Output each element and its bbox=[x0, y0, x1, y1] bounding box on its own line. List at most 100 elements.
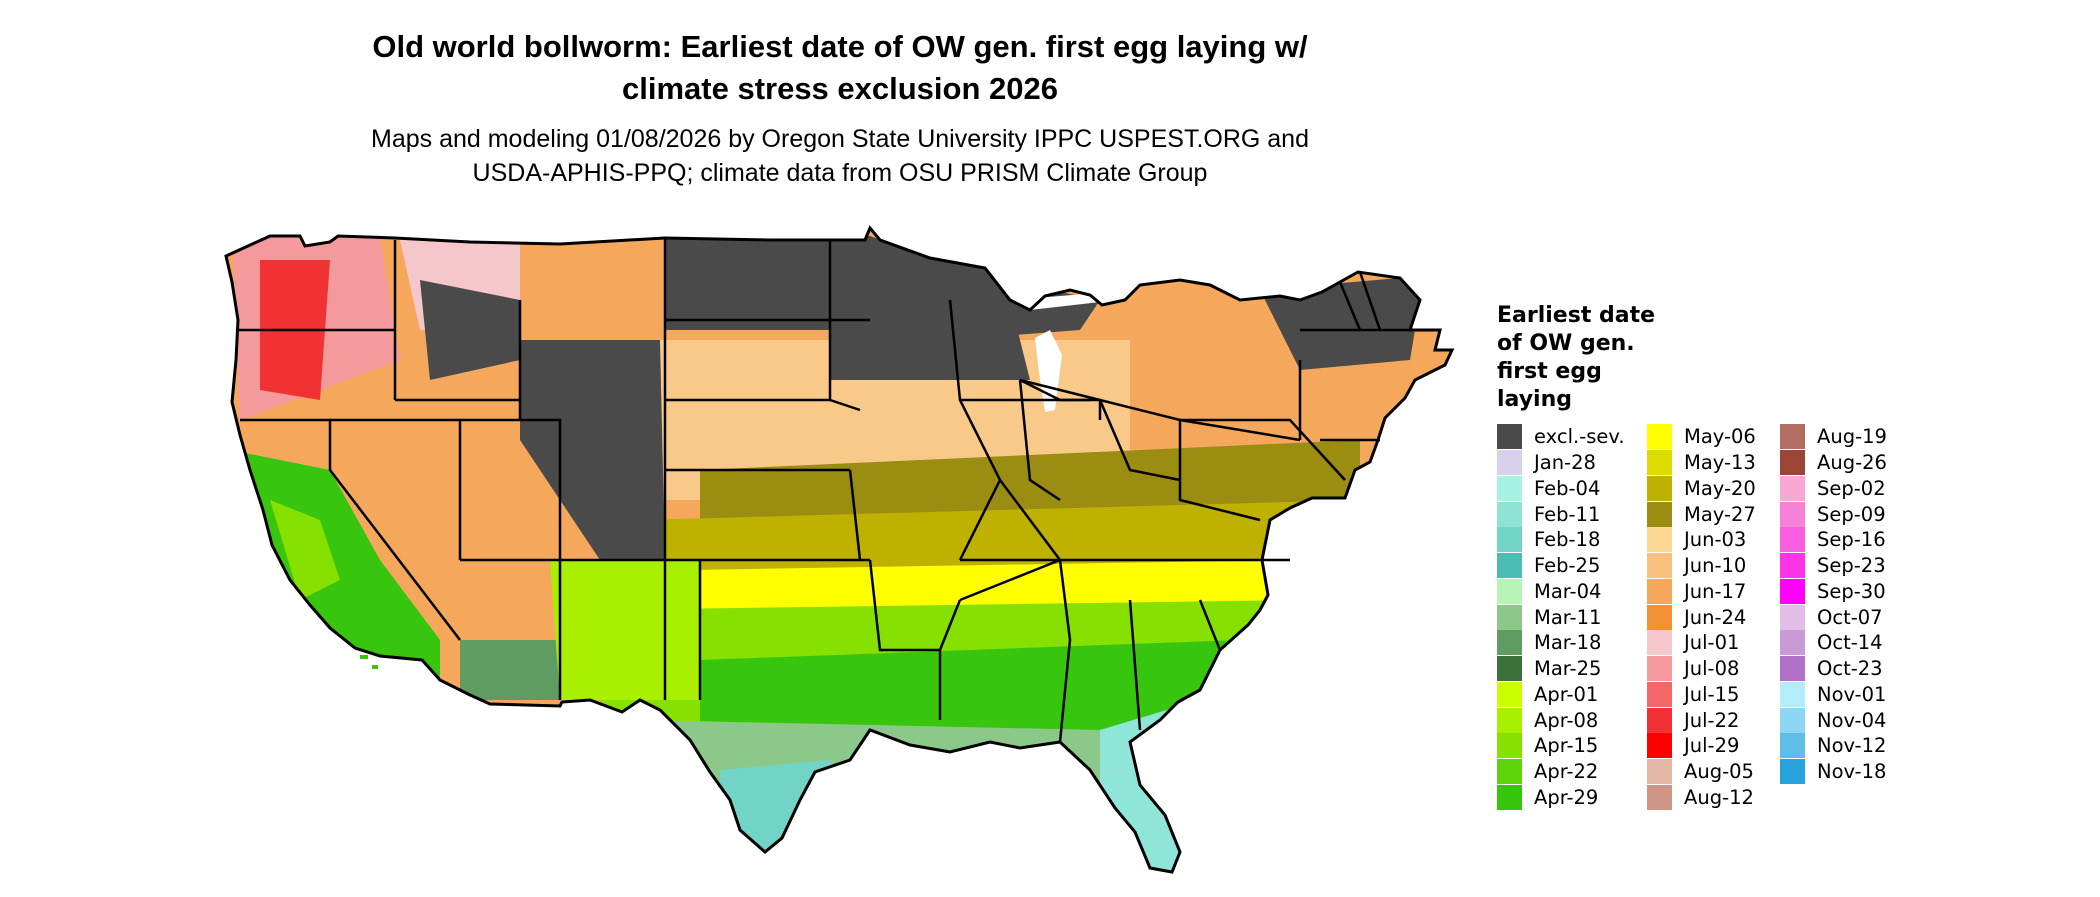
legend-label: May-27 bbox=[1684, 502, 1756, 526]
island-2 bbox=[372, 665, 378, 669]
legend-title-line-3: first egg bbox=[1497, 359, 1602, 384]
legend-item: Jun-17 bbox=[1647, 578, 1756, 605]
legend-swatch bbox=[1780, 604, 1805, 630]
legend-item: Jul-15 bbox=[1647, 681, 1756, 708]
zone-az-mar bbox=[460, 640, 560, 700]
legend-label: Jun-10 bbox=[1684, 554, 1747, 578]
legend-label: Mar-11 bbox=[1534, 605, 1602, 629]
zone-florida-teal bbox=[1100, 700, 1200, 872]
legend-swatch bbox=[1647, 424, 1672, 450]
legend-swatch bbox=[1647, 450, 1672, 476]
legend-swatch bbox=[1497, 553, 1522, 579]
legend-label: Oct-07 bbox=[1817, 605, 1883, 629]
legend-label: Aug-26 bbox=[1817, 451, 1887, 475]
legend-label: Mar-25 bbox=[1534, 657, 1602, 681]
legend-swatch bbox=[1780, 527, 1805, 553]
zone-may-06 bbox=[690, 560, 1290, 630]
legend-swatch bbox=[1647, 759, 1672, 785]
legend-swatch bbox=[1497, 475, 1522, 501]
legend-label: Jul-15 bbox=[1684, 682, 1740, 706]
legend-label: excl.-sev. bbox=[1534, 425, 1625, 449]
legend-swatch bbox=[1780, 501, 1805, 527]
legend-swatch bbox=[1647, 527, 1672, 553]
zone-may-20 bbox=[640, 500, 1360, 590]
legend-item: Apr-22 bbox=[1497, 759, 1625, 785]
legend-label: Sep-30 bbox=[1817, 579, 1886, 603]
legend-label: Aug-12 bbox=[1684, 785, 1754, 809]
zone-az-orange bbox=[440, 560, 640, 700]
legend-item: Mar-04 bbox=[1497, 578, 1625, 605]
legend-item: Feb-11 bbox=[1497, 501, 1625, 527]
legend-item: Apr-01 bbox=[1497, 681, 1625, 708]
legend-swatch bbox=[1497, 604, 1522, 630]
legend-item: Nov-01 bbox=[1780, 681, 1887, 708]
legend-label: Sep-02 bbox=[1817, 476, 1886, 500]
legend-swatch bbox=[1497, 630, 1522, 656]
legend-swatch bbox=[1497, 656, 1522, 682]
legend-swatch bbox=[1497, 733, 1522, 759]
legend-item: Sep-09 bbox=[1780, 501, 1887, 527]
legend-item: Jul-01 bbox=[1647, 630, 1756, 656]
legend-column-2: May-06 May-13 May-20 May-27 Jun-03 Jun-10 Jun-… bbox=[1647, 424, 1756, 810]
legend-title: Earliest date of OW gen. first egg layin… bbox=[1497, 302, 1687, 414]
legend-swatch bbox=[1780, 733, 1805, 759]
zone-apr-15 bbox=[600, 600, 1300, 872]
legend-label: Jul-22 bbox=[1684, 708, 1740, 732]
legend-label: Jul-29 bbox=[1684, 734, 1740, 758]
legend-swatch bbox=[1780, 630, 1805, 656]
legend-label: Sep-23 bbox=[1817, 554, 1886, 578]
zone-excluded-idaho bbox=[420, 280, 520, 380]
legend-label: May-20 bbox=[1684, 476, 1756, 500]
zone-idaho-pink bbox=[400, 240, 520, 330]
legend-swatch bbox=[1647, 656, 1672, 682]
legend-label: Apr-01 bbox=[1534, 682, 1599, 706]
legend-swatch bbox=[1647, 630, 1672, 656]
lake-superior bbox=[1010, 292, 1110, 310]
legend-swatch bbox=[1497, 450, 1522, 476]
legend-label: Jul-08 bbox=[1684, 657, 1740, 681]
legend-item: Jul-29 bbox=[1647, 733, 1756, 759]
legend-swatch bbox=[1497, 578, 1522, 604]
legend-label: Nov-12 bbox=[1817, 734, 1887, 758]
legend-item: Jul-22 bbox=[1647, 707, 1756, 733]
legend-title-line-2: of OW gen. bbox=[1497, 331, 1635, 356]
legend-label: Jan-28 bbox=[1534, 451, 1596, 475]
legend-item: Apr-08 bbox=[1497, 707, 1625, 733]
legend-item: Mar-25 bbox=[1497, 656, 1625, 682]
legend-item: Nov-04 bbox=[1780, 707, 1887, 733]
legend-swatch bbox=[1497, 501, 1522, 527]
legend-item: Sep-02 bbox=[1780, 475, 1887, 502]
legend-item: Jun-24 bbox=[1647, 604, 1756, 630]
legend-label: Nov-04 bbox=[1817, 708, 1887, 732]
legend-label: Apr-08 bbox=[1534, 708, 1599, 732]
legend-label: Feb-25 bbox=[1534, 554, 1601, 578]
legend-label: Jul-01 bbox=[1684, 631, 1740, 655]
legend-swatch bbox=[1647, 475, 1672, 501]
zone-ca-light-green bbox=[270, 500, 340, 600]
zone-nm-green bbox=[550, 560, 700, 700]
legend-item: Oct-14 bbox=[1780, 630, 1887, 656]
legend-item: Apr-29 bbox=[1497, 784, 1625, 811]
legend-label: Feb-11 bbox=[1534, 502, 1601, 526]
legend-item: Feb-04 bbox=[1497, 475, 1625, 502]
legend-swatch bbox=[1780, 759, 1805, 785]
legend-swatch bbox=[1647, 501, 1672, 527]
zone-nw-pink bbox=[232, 236, 400, 420]
legend-item: Jun-03 bbox=[1647, 527, 1756, 553]
legend-swatch bbox=[1780, 656, 1805, 682]
legend-title-line-4: laying bbox=[1497, 387, 1573, 412]
legend-swatch bbox=[1497, 527, 1522, 553]
legend-swatch bbox=[1780, 475, 1805, 501]
legend-item: Aug-19 bbox=[1780, 424, 1887, 450]
map-title-line-1: Old world bollworm: Earliest date of OW … bbox=[372, 29, 1308, 64]
legend-item: Sep-23 bbox=[1780, 553, 1887, 579]
legend-item: Sep-16 bbox=[1780, 527, 1887, 553]
legend-label: Apr-15 bbox=[1534, 734, 1599, 758]
legend-swatch bbox=[1647, 681, 1672, 707]
legend-swatch bbox=[1647, 553, 1672, 579]
legend-label: Mar-04 bbox=[1534, 579, 1602, 603]
legend-swatch bbox=[1497, 424, 1522, 450]
legend-swatch bbox=[1497, 759, 1522, 785]
legend-swatch bbox=[1780, 681, 1805, 707]
zone-northeast-orange bbox=[1130, 320, 1452, 470]
